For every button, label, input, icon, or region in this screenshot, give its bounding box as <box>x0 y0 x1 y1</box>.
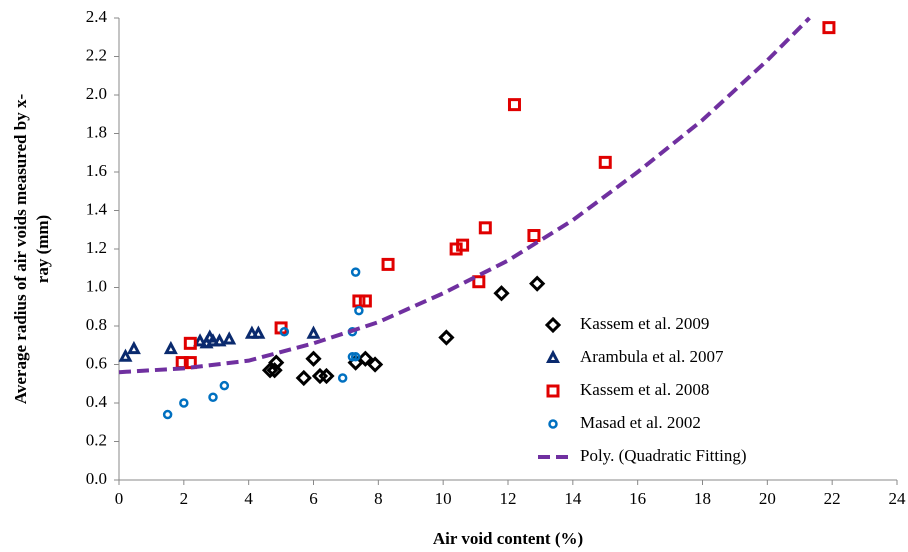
point <box>251 325 266 339</box>
point <box>183 336 197 350</box>
point <box>354 305 364 316</box>
x-axis-title: Air void content (%) <box>433 529 583 548</box>
x-tick-label: 10 <box>435 489 452 508</box>
x-tick-label: 4 <box>244 489 253 508</box>
y-tick-label: 2.0 <box>86 84 107 103</box>
point <box>357 350 374 367</box>
y-tick-label: 1.0 <box>86 276 107 295</box>
point <box>822 21 836 35</box>
point <box>305 350 322 367</box>
point <box>456 238 470 252</box>
y-tick-label: 0.4 <box>86 392 108 411</box>
x-tick-label: 12 <box>500 489 517 508</box>
point <box>193 333 208 347</box>
x-tick-label: 16 <box>629 489 646 508</box>
point <box>358 294 372 308</box>
point <box>183 356 197 370</box>
point <box>438 329 455 346</box>
y-tick-label: 1.8 <box>86 122 107 141</box>
point <box>337 373 348 383</box>
point <box>268 354 285 371</box>
x-tick-label: 8 <box>374 489 383 508</box>
point <box>350 352 361 362</box>
point <box>318 367 335 385</box>
legend-marker <box>544 316 562 334</box>
x-tick-label: 22 <box>824 489 841 508</box>
y-tick-label: 0.8 <box>86 315 107 334</box>
point <box>366 356 384 373</box>
x-tick-label: 24 <box>889 489 907 508</box>
x-tick-label: 6 <box>309 489 318 508</box>
point <box>507 98 521 112</box>
legend-marker <box>546 384 560 398</box>
point <box>163 340 178 355</box>
legend-label: Masad et al. 2002 <box>580 413 701 432</box>
point <box>222 331 237 345</box>
y-tick-label: 1.2 <box>86 238 107 257</box>
x-tick-label: 0 <box>115 489 124 508</box>
legend-label: Kassem et al. 2008 <box>580 380 709 399</box>
point <box>179 398 189 408</box>
legend-marker <box>546 349 560 363</box>
y-tick-label: 2.4 <box>86 7 108 26</box>
point <box>381 257 395 271</box>
y-tick-label: 2.2 <box>86 45 107 64</box>
fit-line <box>118 16 811 375</box>
point <box>472 275 486 289</box>
point <box>206 333 220 347</box>
y-tick-label: 0.0 <box>86 469 107 488</box>
point <box>126 340 141 355</box>
point <box>212 333 227 347</box>
point <box>527 229 541 243</box>
point <box>208 392 218 402</box>
legend-label: Arambula et al. 2007 <box>580 347 724 366</box>
point <box>118 348 133 362</box>
point <box>493 285 510 302</box>
y-axis-title: ray (mm) <box>33 215 52 283</box>
legend-label: Kassem et al. 2009 <box>580 314 709 333</box>
x-tick-label: 18 <box>694 489 711 508</box>
y-axis-title: Average radius of air voids measured by … <box>11 94 30 405</box>
point <box>244 325 259 339</box>
y-tick-label: 0.6 <box>86 353 107 372</box>
point <box>162 409 173 420</box>
legend-marker <box>548 419 558 429</box>
legend-label: Poly. (Quadratic Fitting) <box>580 446 747 465</box>
y-tick-label: 1.6 <box>86 161 107 180</box>
x-tick-label: 20 <box>759 489 776 508</box>
y-tick-label: 1.4 <box>86 199 108 218</box>
point <box>598 155 612 169</box>
point <box>306 325 321 339</box>
point <box>266 362 283 379</box>
x-tick-label: 2 <box>180 489 189 508</box>
point <box>219 380 230 391</box>
point <box>529 275 546 292</box>
x-tick-label: 14 <box>564 489 582 508</box>
point <box>347 352 358 362</box>
y-tick-label: 0.2 <box>86 430 107 449</box>
point <box>350 267 361 277</box>
point <box>295 369 312 387</box>
point <box>279 327 290 337</box>
point <box>478 221 492 235</box>
